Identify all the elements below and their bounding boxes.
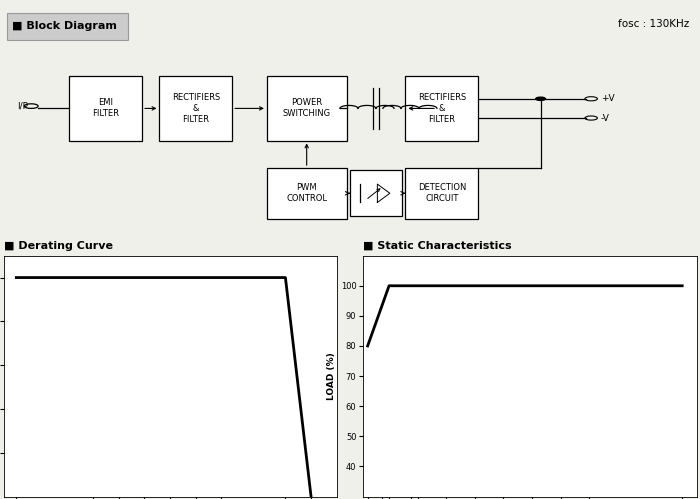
Text: ■ Block Diagram: ■ Block Diagram [12,21,117,31]
Text: -V: -V [601,114,610,123]
Text: PWM
CONTROL: PWM CONTROL [286,183,327,203]
Text: POWER
SWITCHING: POWER SWITCHING [283,98,330,118]
Text: EMI
FILTER: EMI FILTER [92,98,119,118]
Text: I/P: I/P [17,102,28,111]
Circle shape [536,97,545,100]
FancyBboxPatch shape [405,168,478,219]
FancyBboxPatch shape [69,76,142,141]
Text: DETECTION
CIRCUIT: DETECTION CIRCUIT [418,183,466,203]
Y-axis label: LOAD (%): LOAD (%) [328,352,337,400]
Text: RECTIFIERS
&
FILTER: RECTIFIERS & FILTER [418,93,466,124]
Text: ■ Derating Curve: ■ Derating Curve [4,241,113,250]
Text: fosc : 130KHz: fosc : 130KHz [618,18,690,28]
FancyBboxPatch shape [160,76,232,141]
FancyBboxPatch shape [267,168,346,219]
Text: +V: +V [601,94,615,103]
FancyBboxPatch shape [350,170,402,216]
Text: ■ Static Characteristics: ■ Static Characteristics [363,241,512,250]
Text: RECTIFIERS
&
FILTER: RECTIFIERS & FILTER [172,93,220,124]
FancyBboxPatch shape [405,76,478,141]
FancyBboxPatch shape [267,76,346,141]
FancyBboxPatch shape [7,13,128,39]
